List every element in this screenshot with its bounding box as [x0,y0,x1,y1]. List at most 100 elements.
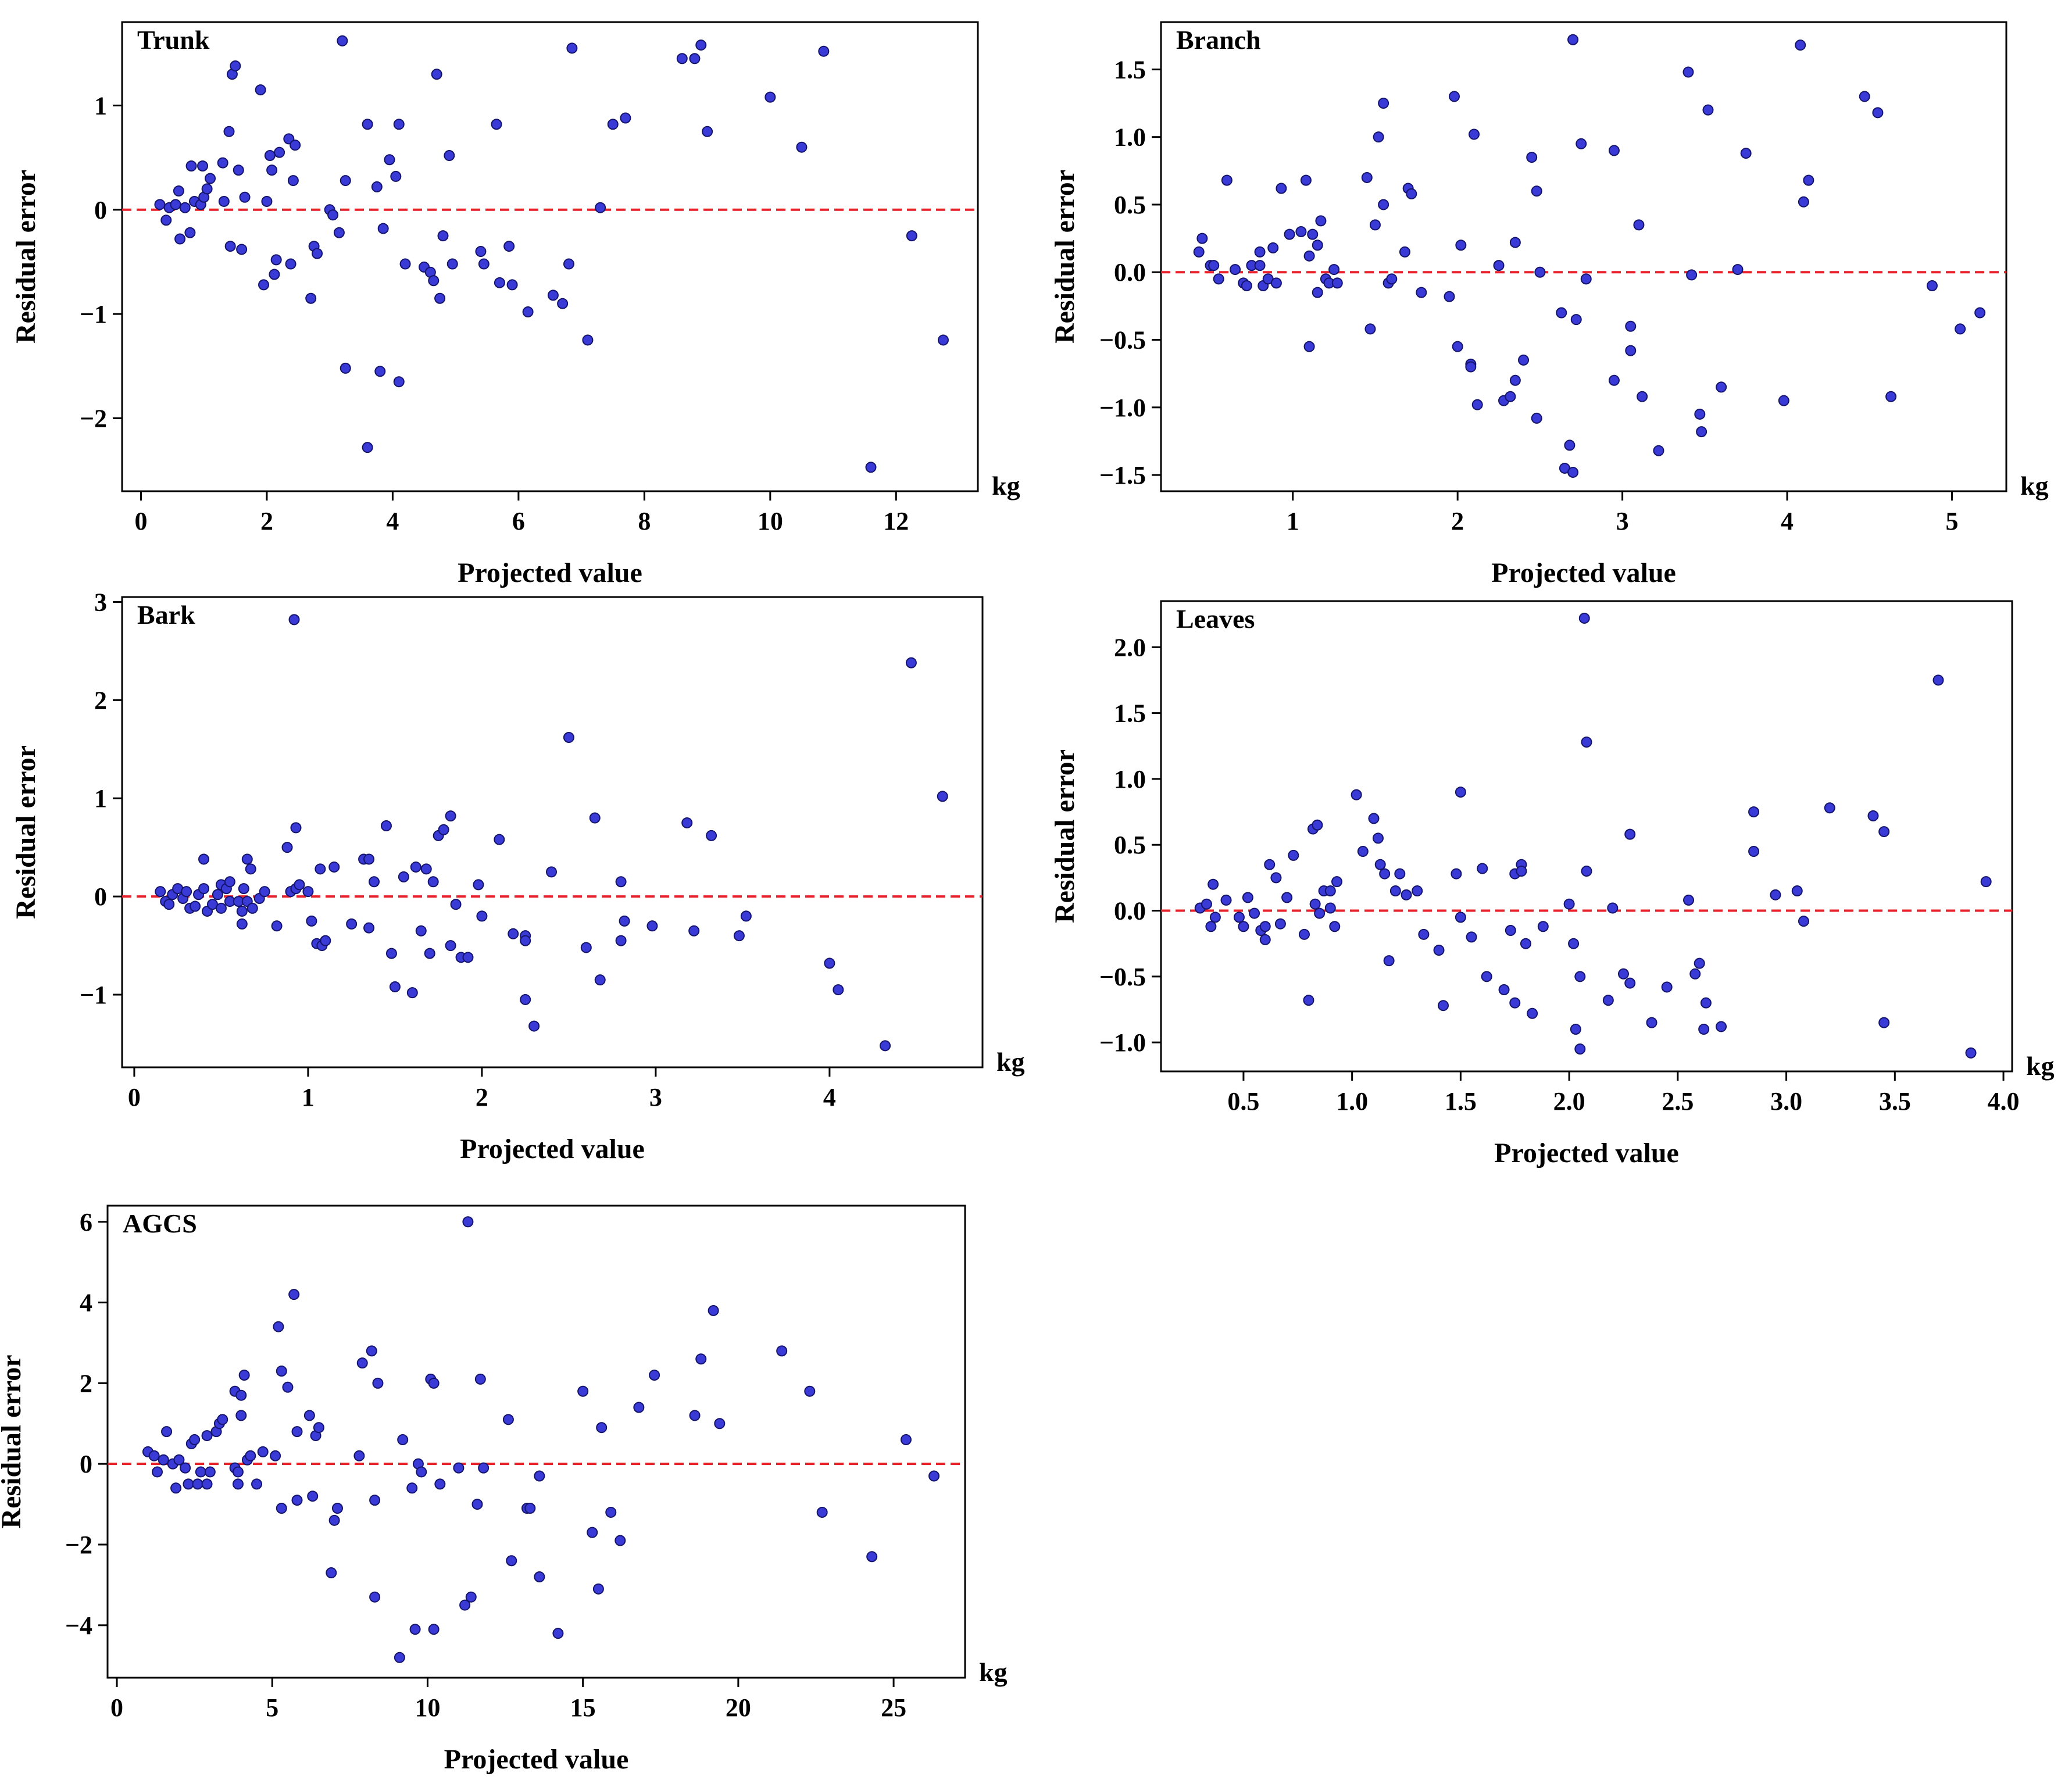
data-point [288,1289,300,1300]
data-point [1418,928,1430,940]
data-point [190,900,201,912]
data-point [1624,977,1636,989]
data-point [247,902,258,914]
data-point [428,1624,440,1635]
data-point [1444,291,1455,302]
data-point [270,254,282,266]
data-point [605,1506,617,1518]
panel-title: Branch [1176,25,1261,55]
data-point [161,1426,173,1438]
data-point [1259,934,1271,945]
unit-label: kg [992,471,1020,501]
data-point [380,820,392,832]
x-tick-label: 10 [758,507,783,535]
y-tick-label: −1.0 [1099,1028,1146,1057]
data-point [1249,907,1260,919]
data-point [1926,280,1938,292]
data-point [389,981,401,993]
data-point [1270,872,1282,884]
data-point [371,181,383,192]
data-point [384,154,395,166]
data-point [1469,128,1480,140]
data-point [522,306,534,318]
data-point [765,91,776,103]
data-point [1574,971,1586,982]
data-point [201,183,213,195]
data-point [282,1381,294,1393]
data-point [158,1454,169,1466]
data-point [241,853,253,865]
trunk-panel: Trunk Projected value Residual error kg … [10,21,1020,588]
data-point [1230,264,1241,276]
x-tick-label: 8 [638,507,651,535]
data-point [1364,323,1376,335]
data-point [1312,240,1323,251]
x-tick-label: 20 [726,1693,751,1722]
data-point [695,1353,707,1365]
data-point [1607,902,1619,914]
data-point [337,35,348,47]
data-point [173,185,184,197]
data-point [818,45,830,57]
data-point [1368,813,1380,824]
x-tick-label: 6 [512,507,525,535]
data-point [1274,918,1286,930]
data-point [1481,971,1492,982]
data-point [646,920,658,932]
data-point [415,925,427,937]
data-point [1303,250,1315,262]
data-point [1312,287,1323,298]
unit-label: kg [996,1047,1025,1077]
y-axis-title: Residual error [10,745,41,919]
data-point [689,1410,701,1421]
data-point [1537,921,1549,932]
data-point [179,202,191,213]
data-point [1516,866,1527,877]
data-point [503,241,515,252]
data-point [362,119,373,130]
data-point [397,1434,409,1446]
data-point [649,1369,660,1381]
data-point [276,1366,287,1377]
data-point [1242,892,1253,903]
data-point [217,1414,228,1425]
unit-label: kg [2020,471,2049,501]
data-point [270,1450,281,1461]
data-point [1303,995,1314,1006]
data-point [587,1527,598,1538]
y-tick-label: −4 [65,1611,92,1640]
data-point [189,1434,201,1446]
data-point [619,915,630,927]
data-point [438,824,449,835]
data-point [1732,264,1744,276]
data-point [824,957,835,969]
data-point [238,883,249,895]
data-point [676,53,688,65]
y-tick-label: 0 [80,1450,92,1478]
data-point [427,876,439,888]
y-tick-label: 1 [94,784,107,813]
data-point [494,834,505,845]
data-point [195,1466,206,1478]
data-point [1493,260,1505,271]
data-point [1406,188,1417,199]
x-tick-label: 12 [883,507,909,535]
x-tick-label: 3 [1616,507,1629,535]
data-point [1624,828,1636,840]
data-point [520,935,531,946]
data-point [269,269,280,280]
data-point [353,1450,365,1461]
data-point [369,1495,381,1506]
data-point [471,1499,483,1510]
data-point [1209,912,1221,923]
data-point [235,1410,247,1421]
data-point [1509,374,1521,386]
data-point [1401,889,1412,900]
y-tick-label: 2 [94,686,107,714]
data-point [1526,152,1538,163]
x-tick-label: 3.0 [1770,1087,1802,1116]
data-point [230,60,241,72]
panel-title: Leaves [1176,604,1255,634]
data-point [363,922,375,934]
data-point [1315,215,1327,227]
